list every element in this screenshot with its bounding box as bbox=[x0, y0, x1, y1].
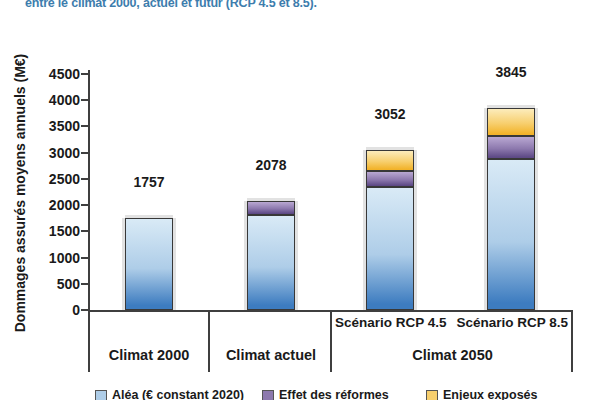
y-tick-mark bbox=[81, 309, 88, 311]
y-tick-label: 2000 bbox=[36, 196, 80, 214]
figure-caption: entre le climat 2000, actuel et futur (R… bbox=[25, 0, 317, 10]
y-tick-mark bbox=[81, 204, 88, 206]
legend-label-enjeux: Enjeux exposés bbox=[443, 387, 538, 400]
y-tick-mark bbox=[81, 125, 88, 127]
legend-item-reformes: Effet des réformes bbox=[262, 387, 389, 400]
legend-label-reformes: Effet des réformes bbox=[279, 387, 389, 400]
scenario-label-row: Scénario RCP 4.5 Scénario RCP 8.5 bbox=[330, 315, 573, 330]
y-tick-mark bbox=[81, 99, 88, 101]
bar-segment bbox=[366, 187, 414, 310]
legend-item-alea: Aléa (€ constant 2020) bbox=[95, 387, 244, 400]
legend-label-alea: Aléa (€ constant 2020) bbox=[112, 387, 244, 400]
category-label-climat-2000: Climat 2000 bbox=[88, 347, 210, 363]
bar-segment bbox=[366, 171, 414, 187]
y-tick-label: 500 bbox=[36, 275, 80, 293]
y-tick-mark bbox=[81, 257, 88, 259]
stacked-bar bbox=[247, 201, 295, 310]
y-tick-label: 1500 bbox=[36, 222, 80, 240]
legend-swatch-alea bbox=[95, 390, 107, 400]
bar-value-label: 3052 bbox=[360, 106, 420, 122]
y-tick-label: 0 bbox=[36, 301, 80, 319]
y-tick-mark bbox=[81, 178, 88, 180]
bar-segment bbox=[366, 150, 414, 171]
y-tick-label: 4000 bbox=[36, 91, 80, 109]
y-tick-mark bbox=[81, 283, 88, 285]
bar-segment bbox=[487, 136, 535, 159]
y-tick-label: 4500 bbox=[36, 65, 80, 83]
y-tick-mark bbox=[81, 230, 88, 232]
legend-swatch-reformes bbox=[262, 390, 274, 400]
stacked-bar bbox=[366, 150, 414, 310]
y-tick-label: 2500 bbox=[36, 170, 80, 188]
stacked-bar bbox=[125, 218, 173, 310]
y-tick-label: 3500 bbox=[36, 117, 80, 135]
y-axis-title: Dommages assurés moyens annuels (M€) bbox=[12, 43, 32, 343]
y-tick-label: 1000 bbox=[36, 249, 80, 267]
bar-segment bbox=[247, 201, 295, 215]
y-tick-label: 3000 bbox=[36, 144, 80, 162]
chart-figure: entre le climat 2000, actuel et futur (R… bbox=[0, 0, 600, 400]
bar-segment bbox=[247, 215, 295, 310]
bar-segment bbox=[487, 108, 535, 135]
legend-swatch-enjeux bbox=[426, 390, 438, 400]
bar-value-label: 1757 bbox=[119, 174, 179, 190]
stacked-bar bbox=[487, 108, 535, 310]
bar-value-label: 3845 bbox=[481, 64, 541, 80]
y-axis-line bbox=[88, 70, 90, 372]
legend-item-enjeux: Enjeux exposés bbox=[426, 387, 538, 400]
category-label-climat-2050: Climat 2050 bbox=[332, 347, 573, 363]
bar-value-label: 2078 bbox=[241, 157, 301, 173]
y-tick-mark bbox=[81, 73, 88, 75]
scenario-label-rcp45: Scénario RCP 4.5 bbox=[330, 315, 452, 330]
scenario-label-rcp85: Scénario RCP 8.5 bbox=[452, 315, 574, 330]
bar-segment bbox=[125, 218, 173, 310]
bar-segment bbox=[487, 159, 535, 310]
y-tick-mark bbox=[81, 152, 88, 154]
category-label-climat-actuel: Climat actuel bbox=[210, 347, 332, 363]
